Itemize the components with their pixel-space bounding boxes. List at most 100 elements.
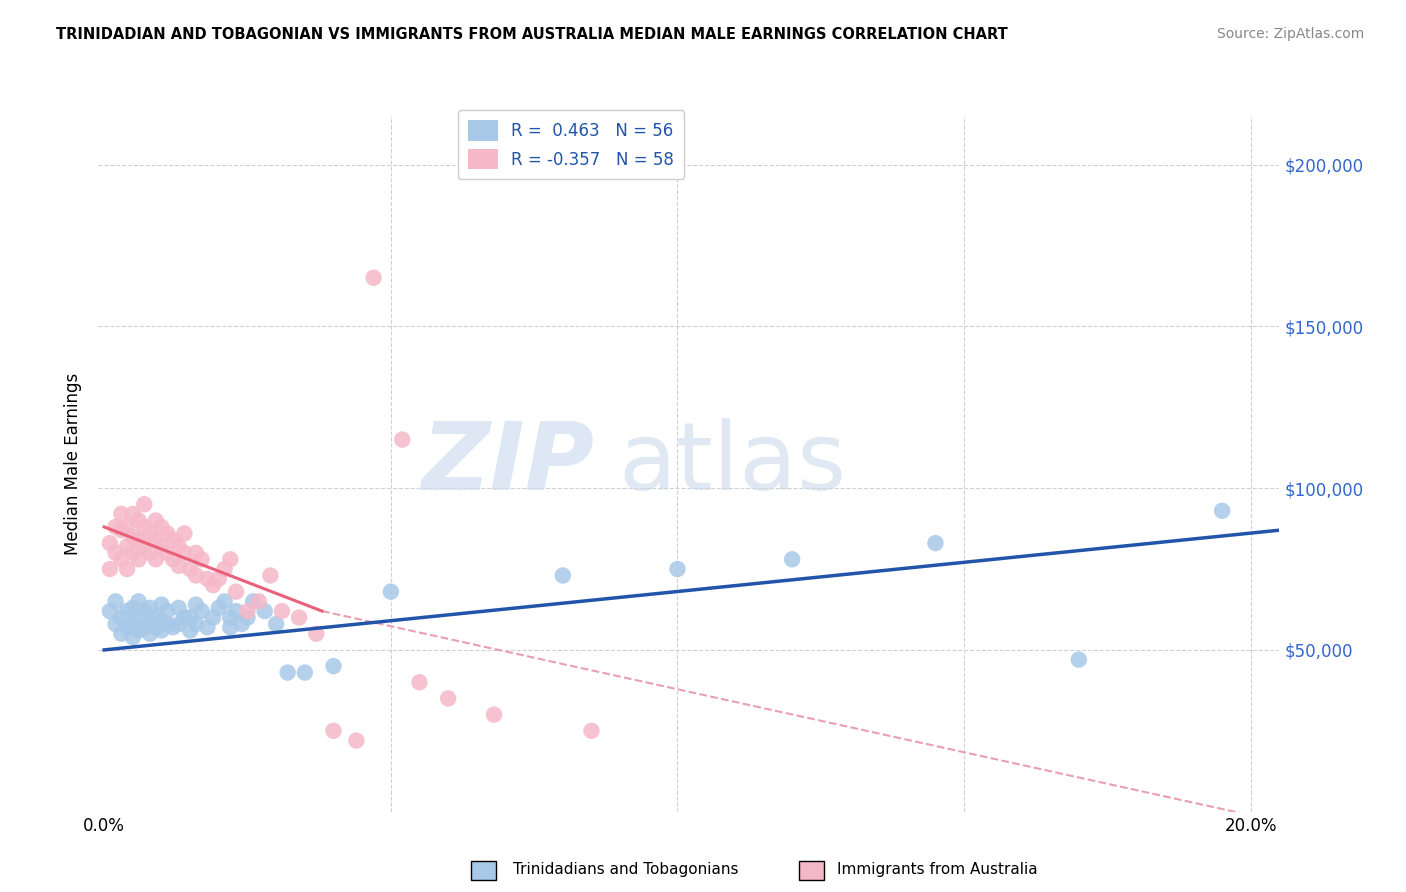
Point [98, 536, 121, 550]
Point [208, 600, 231, 615]
Point [167, 617, 190, 632]
Point [121, 630, 143, 644]
Point [173, 526, 195, 541]
Point [184, 598, 207, 612]
Text: TRINIDADIAN AND TOBAGONIAN VS IMMIGRANTS FROM AUSTRALIA MEDIAN MALE EARNINGS COR: TRINIDADIAN AND TOBAGONIAN VS IMMIGRANTS… [56, 27, 1008, 42]
Point [322, 723, 344, 738]
Point [1211, 504, 1233, 518]
Point [214, 562, 236, 576]
Point [231, 617, 253, 632]
Point [1067, 652, 1090, 666]
Point [145, 610, 167, 624]
Point [202, 610, 225, 624]
Point [219, 610, 242, 624]
Point [408, 675, 430, 690]
Point [121, 530, 143, 544]
Point [437, 691, 460, 706]
Point [190, 604, 212, 618]
Point [110, 610, 132, 624]
Point [150, 624, 173, 638]
Point [121, 507, 143, 521]
Point [121, 546, 143, 560]
Point [225, 604, 247, 618]
Point [104, 520, 127, 534]
Point [110, 507, 132, 521]
Point [167, 558, 190, 573]
Point [924, 536, 946, 550]
Point [277, 665, 299, 680]
Point [98, 562, 121, 576]
Text: Source: ZipAtlas.com: Source: ZipAtlas.com [1216, 27, 1364, 41]
Point [270, 604, 292, 618]
Point [128, 533, 150, 547]
Point [121, 617, 143, 632]
Point [139, 526, 162, 541]
Point [173, 610, 195, 624]
Point [134, 520, 156, 534]
Point [162, 552, 184, 566]
Point [179, 562, 201, 576]
Point [115, 540, 138, 554]
Point [380, 584, 402, 599]
Point [247, 594, 270, 608]
Point [110, 626, 132, 640]
Point [581, 723, 603, 738]
Point [179, 624, 201, 638]
Point [104, 617, 127, 632]
Point [236, 604, 259, 618]
Point [219, 620, 242, 634]
Point [344, 733, 367, 747]
Point [115, 520, 138, 534]
Point [110, 552, 132, 566]
Point [184, 617, 207, 632]
Point [145, 620, 167, 634]
Point [264, 617, 287, 632]
Point [259, 568, 281, 582]
Point [156, 617, 179, 632]
Point [305, 626, 328, 640]
Point [134, 620, 156, 634]
Point [202, 578, 225, 592]
Point [128, 513, 150, 527]
Point [551, 568, 574, 582]
Point [167, 540, 190, 554]
Point [208, 572, 231, 586]
Point [195, 620, 218, 634]
Legend: R =  0.463   N = 56, R = -0.357   N = 58: R = 0.463 N = 56, R = -0.357 N = 58 [458, 111, 683, 179]
Point [98, 604, 121, 618]
Point [110, 523, 132, 537]
Point [162, 620, 184, 634]
Point [134, 540, 156, 554]
Point [156, 604, 179, 618]
Y-axis label: Median Male Earnings: Median Male Earnings [65, 373, 83, 555]
Point [242, 594, 264, 608]
Point [115, 562, 138, 576]
Point [391, 433, 413, 447]
Point [145, 533, 167, 547]
Point [134, 604, 156, 618]
Point [104, 594, 127, 608]
Point [150, 614, 173, 628]
Point [128, 624, 150, 638]
Point [121, 600, 143, 615]
Point [156, 546, 179, 560]
Point [184, 546, 207, 560]
Point [288, 610, 311, 624]
Point [190, 552, 212, 566]
Point [322, 659, 344, 673]
Point [253, 604, 276, 618]
Point [225, 584, 247, 599]
Point [236, 610, 259, 624]
Point [666, 562, 689, 576]
Point [134, 497, 156, 511]
Point [780, 552, 803, 566]
Point [195, 572, 218, 586]
Point [115, 620, 138, 634]
Point [128, 552, 150, 566]
Point [128, 594, 150, 608]
Point [156, 526, 179, 541]
Point [139, 600, 162, 615]
Text: ZIP: ZIP [422, 417, 595, 510]
Text: Trinidadians and Tobagonians: Trinidadians and Tobagonians [513, 863, 738, 877]
Point [184, 568, 207, 582]
